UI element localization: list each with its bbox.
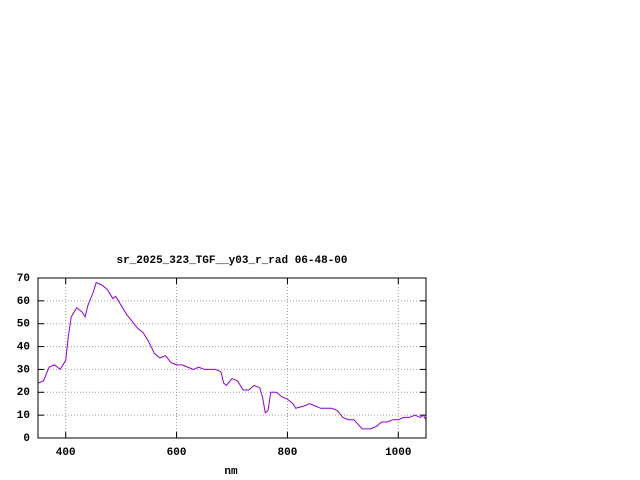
- x-tick-label: 800: [278, 447, 298, 459]
- x-tick-label: 600: [167, 447, 187, 459]
- y-tick-label: 50: [17, 319, 30, 331]
- x-tick-label: 400: [56, 447, 76, 459]
- y-tick-label: 30: [17, 364, 30, 376]
- y-tick-label: 10: [17, 410, 30, 422]
- data-line: [37, 281, 427, 430]
- y-tick-label: 20: [17, 387, 30, 399]
- y-tick-label: 0: [23, 433, 30, 445]
- x-tick-label: 1000: [385, 447, 411, 459]
- y-tick-label: 60: [17, 296, 30, 308]
- chart-title: sr_2025_323_TGF__y03_r_rad 06-48-00: [116, 255, 347, 267]
- x-axis-label: nm: [224, 466, 238, 478]
- y-tick-label: 70: [17, 273, 30, 285]
- y-tick-label: 40: [17, 341, 30, 353]
- plot-border: [37, 277, 427, 439]
